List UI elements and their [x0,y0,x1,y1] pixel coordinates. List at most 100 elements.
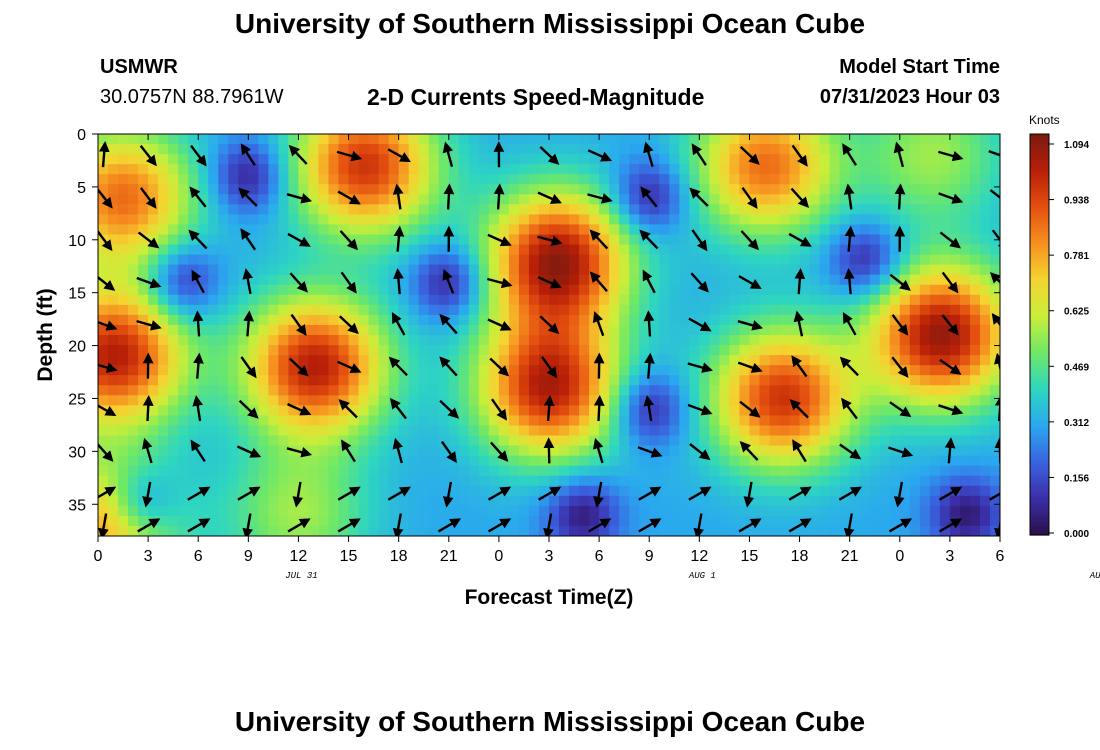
heatmap-cell [368,294,380,306]
heatmap-cell [508,194,520,205]
heatmap-cell [589,304,600,316]
heatmap-cell [278,224,290,236]
heatmap-cell [438,254,450,266]
heatmap-cell [819,365,831,376]
colorbar-segment [1030,286,1049,289]
heatmap-cell [699,435,710,447]
heatmap-cell [298,244,310,256]
current-vector-arrow [191,269,205,294]
heatmap-cell [659,395,670,406]
heatmap-cell [969,284,981,296]
current-vector-arrow [491,398,508,421]
heatmap-cell [498,284,510,296]
heatmap-cell [118,164,129,175]
current-vector-arrow [941,314,959,336]
current-vector-arrow [242,513,254,536]
heatmap-cell [939,435,951,447]
heatmap-cell [889,154,901,165]
heatmap-cell [799,184,811,195]
heatmap-cell [258,415,269,427]
x-tick-label: 3 [545,548,554,565]
heatmap-cell [609,375,620,386]
current-vector-arrow [988,149,1000,157]
heatmap-cell [759,254,771,266]
current-vector-arrow [537,191,562,204]
heatmap-cell [559,525,570,536]
heatmap-cell [188,194,199,205]
heatmap-cell [108,214,119,226]
heatmap-cell [899,345,911,356]
heatmap-cell [448,134,460,145]
heatmap-cell [709,435,720,447]
heatmap-cell [188,415,199,427]
heatmap-cell [178,134,189,145]
heatmap-cell [518,375,530,386]
heatmap-cell [989,304,1000,316]
heatmap-cell [559,395,570,406]
heatmap-cell [128,355,139,366]
heatmap-cell [208,224,219,236]
heatmap-cell [879,355,891,366]
heatmap-cell [288,415,300,427]
x-tick-label: 3 [945,548,954,565]
heatmap-cell [538,405,550,416]
heatmap-cell [258,324,269,336]
heatmap-cell [368,495,380,507]
heatmap-cell [138,475,149,487]
heatmap-cell [729,194,741,205]
colorbar-segment [1030,304,1049,308]
heatmap-cell [198,254,209,266]
heatmap-cell [929,455,941,467]
heatmap-cell [218,154,229,165]
heatmap-cell [969,264,981,276]
heatmap-cell [248,174,259,185]
heatmap-cell [98,375,109,386]
heatmap-cell [188,495,199,507]
heatmap-cell [569,244,580,256]
heatmap-cell [308,284,320,296]
current-vector-arrow [994,394,1000,422]
heatmap-cell [689,264,700,276]
heatmap-cell [629,244,640,256]
heatmap-cell [699,525,710,536]
heatmap-cell [458,224,470,236]
heatmap-cell [238,335,249,346]
heatmap-cell [328,445,340,457]
heatmap-cell [909,445,921,457]
heatmap-cell [138,154,149,165]
heatmap-cell [979,144,991,155]
heatmap-cell [148,355,159,366]
heatmap-cell [699,505,710,517]
heatmap-cell [438,465,450,477]
heatmap-cell [368,445,380,457]
heatmap-cell [879,244,891,256]
colorbar-segment [1030,410,1049,414]
current-vector-arrow [189,186,207,208]
heatmap-cell [889,345,901,356]
colorbar-segment [1030,194,1049,197]
heatmap-cell [468,505,480,517]
heatmap-cell [919,234,931,246]
current-vector-arrow [287,232,311,247]
heatmap-cell [248,264,259,276]
heatmap-cell [518,134,530,145]
heatmap-cell [178,415,189,427]
heatmap-cell [619,234,630,246]
heatmap-cell [929,415,941,427]
heatmap-cell [158,405,169,416]
heatmap-cell [719,234,730,246]
heatmap-cell [659,525,670,536]
heatmap-cell [208,214,219,226]
heatmap-cell [849,234,861,246]
heatmap-cell [569,324,580,336]
heatmap-cell [879,134,891,145]
heatmap-cell [829,174,841,185]
heatmap-cell [488,435,500,447]
heatmap-cell [609,264,620,276]
heatmap-cell [498,174,510,185]
colorbar-segment [1030,262,1049,265]
heatmap-cell [428,254,440,266]
heatmap-cell [308,525,320,536]
heatmap-cell [188,294,199,306]
heatmap-cell [939,144,951,155]
